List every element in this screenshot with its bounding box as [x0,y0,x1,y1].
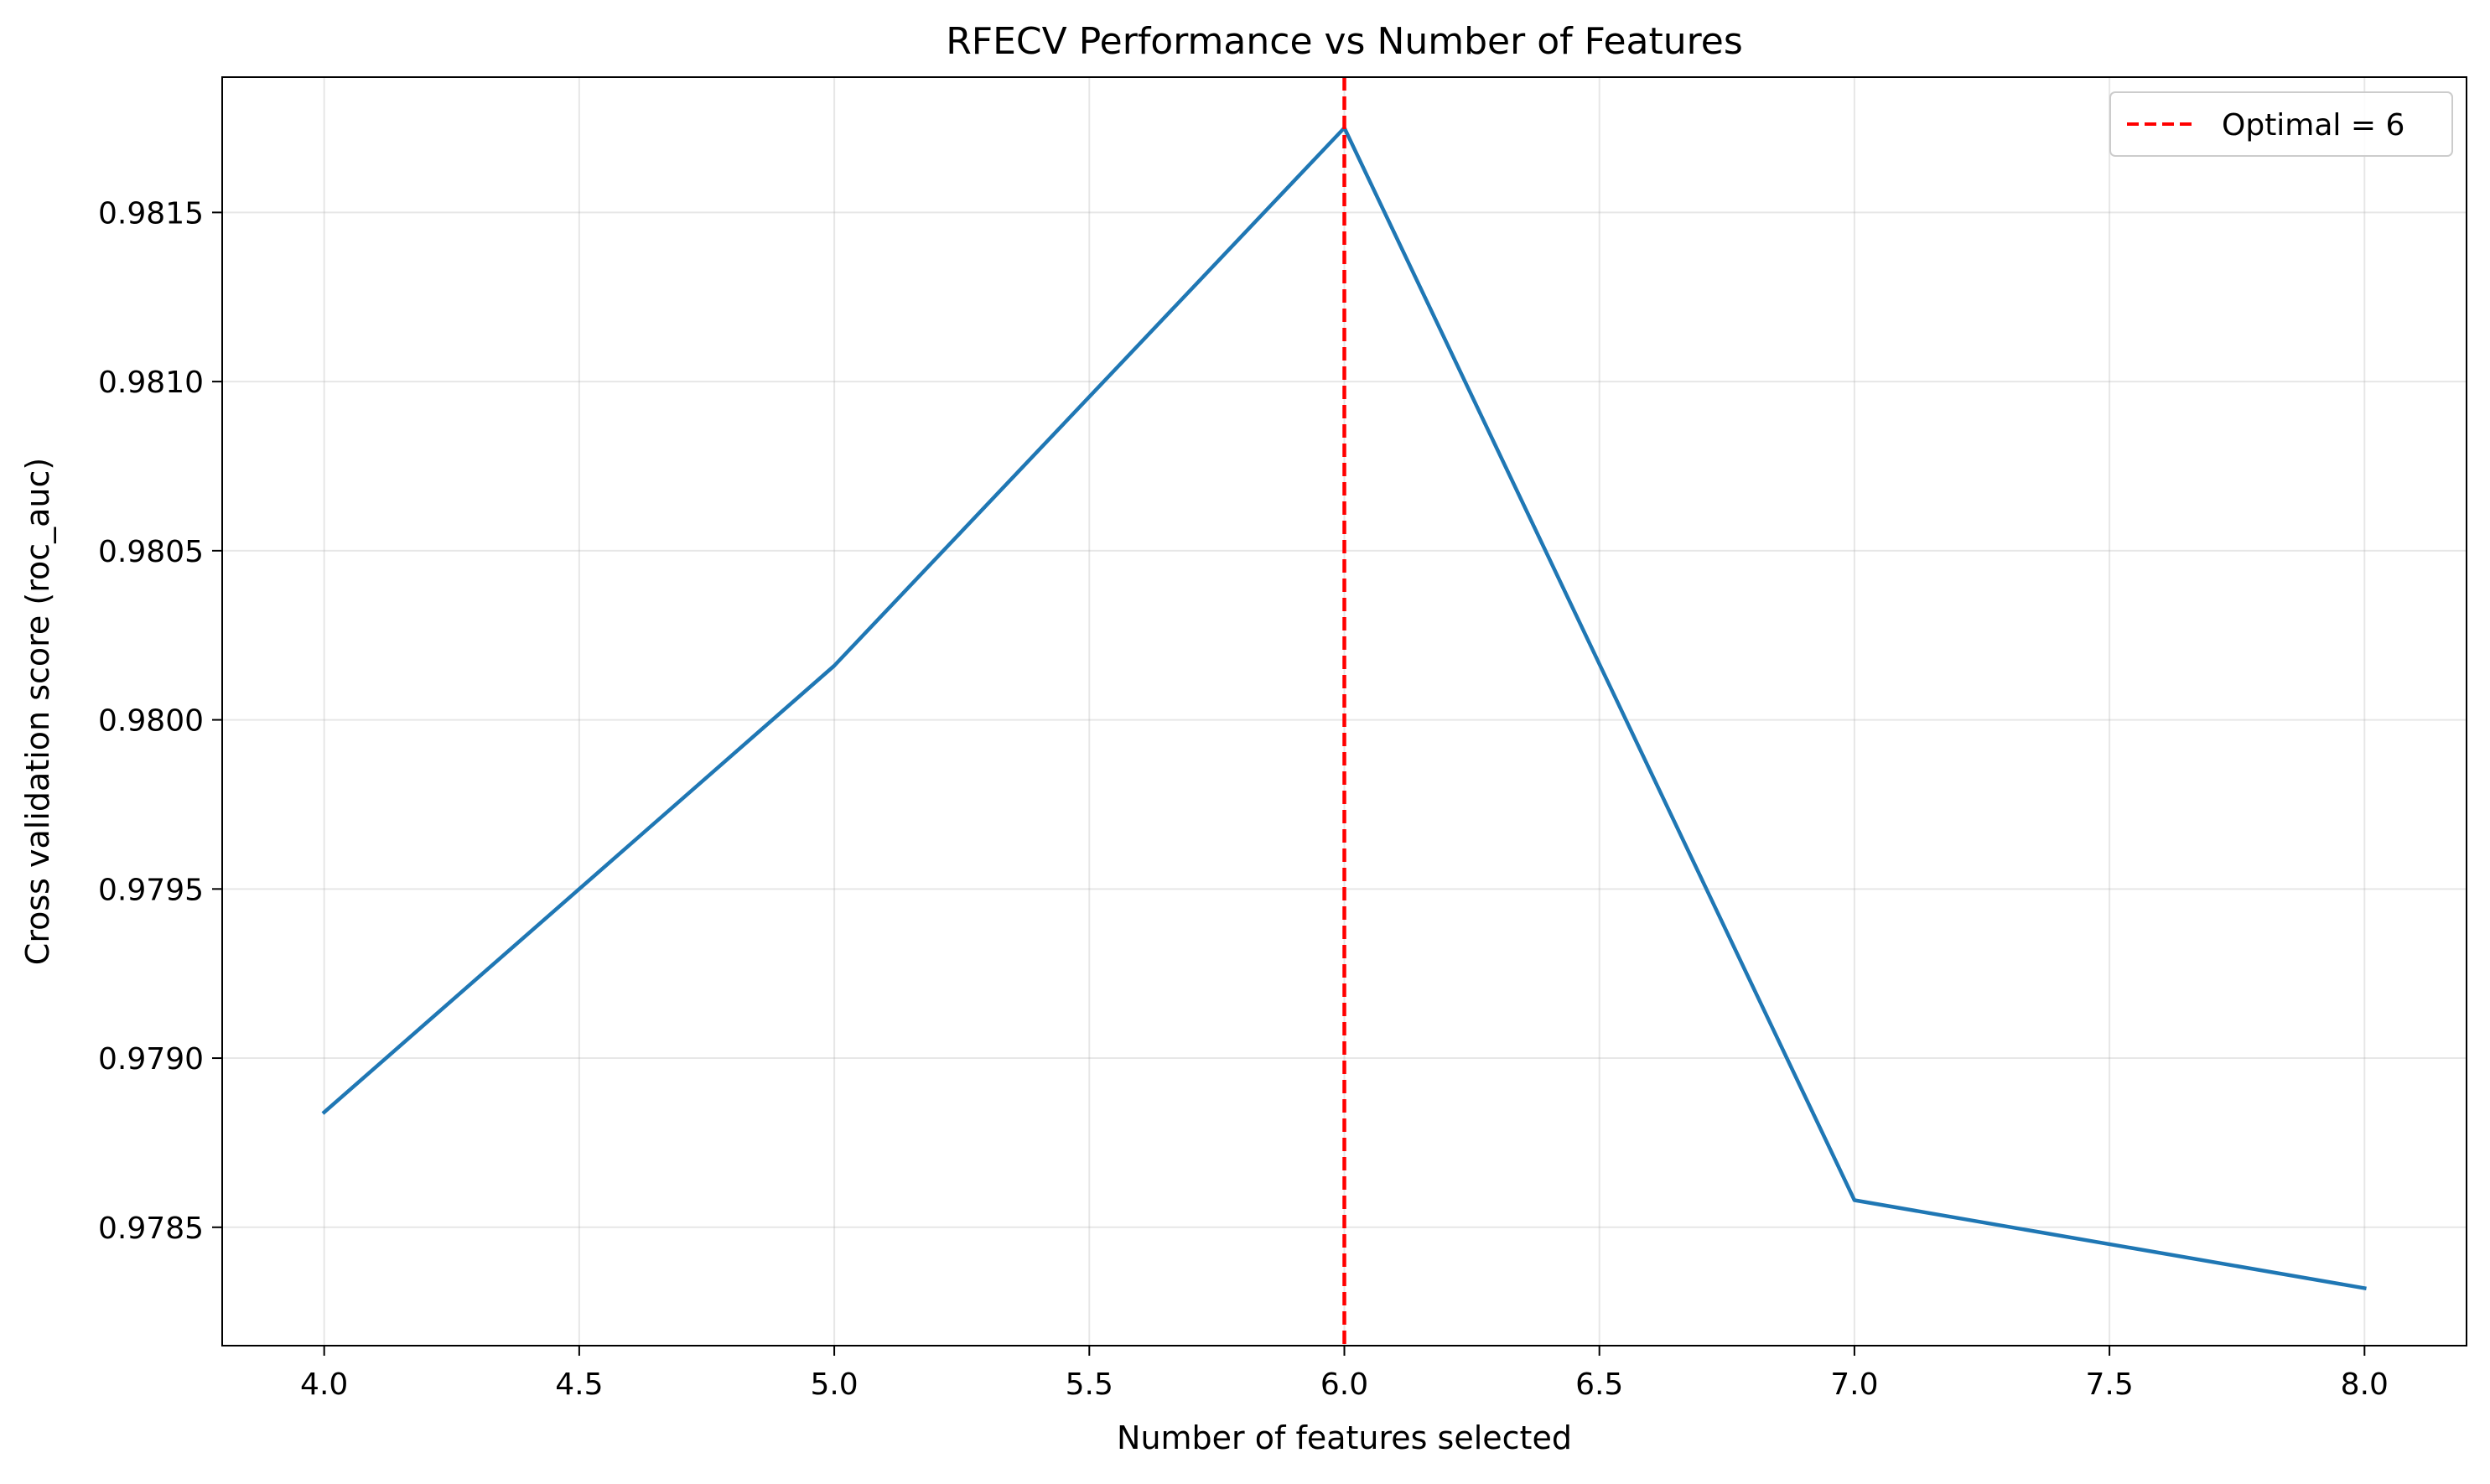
x-axis-label: Number of features selected [1117,1419,1572,1456]
x-tick-label: 7.0 [1830,1367,1878,1402]
y-tick-label: 0.9785 [98,1212,204,1246]
y-tick-label: 0.9815 [98,196,204,231]
y-axis-label: Cross validation score (roc_auc) [19,458,56,965]
x-tick-label: 7.5 [2085,1367,2133,1402]
x-tick-label: 8.0 [2341,1367,2389,1402]
x-tick-label: 4.0 [300,1367,348,1402]
x-axis-ticks: 4.0 4.5 5.0 5.5 6.0 6.5 7.0 7.5 8.0 [300,1346,2389,1402]
legend: Optimal = 6 [2109,91,2453,157]
chart-title: RFECV Performance vs Number of Features [946,20,1743,63]
y-tick-label: 0.9795 [98,873,204,907]
legend-label-optimal: Optimal = 6 [2222,108,2404,143]
x-tick-label: 6.5 [1575,1367,1623,1402]
y-axis-ticks: 0.9785 0.9790 0.9795 0.9800 0.9805 0.9810 0.98… [98,196,222,1246]
y-tick-label: 0.9790 [98,1042,204,1077]
y-tick-label: 0.9810 [98,366,204,400]
y-tick-label: 0.9805 [98,535,204,569]
x-tick-label: 6.0 [1320,1367,1368,1402]
legend-box [2109,91,2453,157]
x-tick-label: 5.5 [1066,1367,1113,1402]
x-tick-label: 4.5 [555,1367,603,1402]
x-tick-label: 5.0 [810,1367,858,1402]
y-tick-label: 0.9800 [98,704,204,739]
